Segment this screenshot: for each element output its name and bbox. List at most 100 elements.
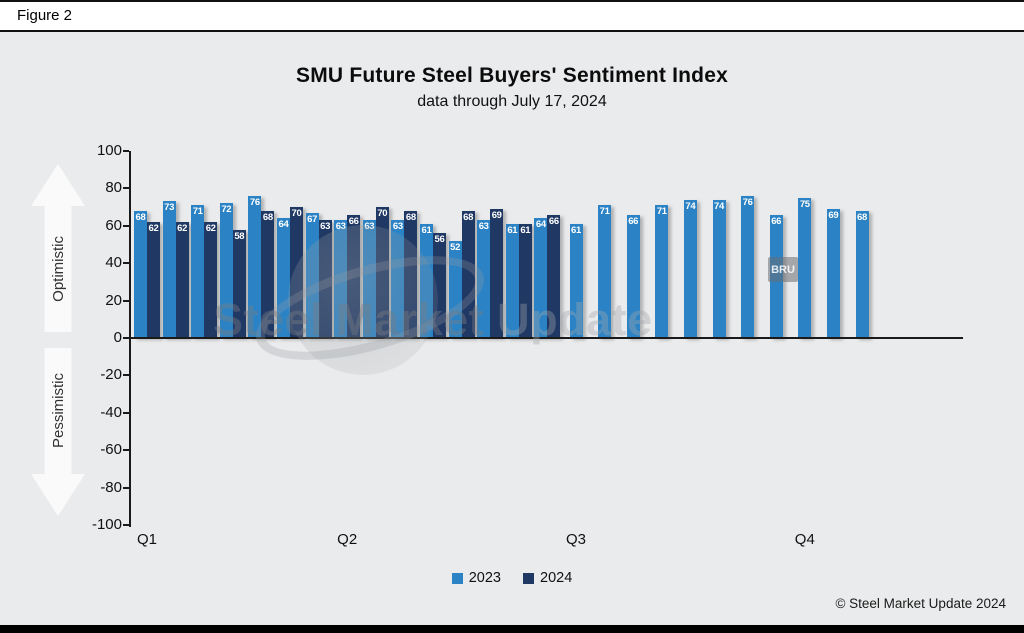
bar-2023: 74	[712, 199, 726, 338]
y-axis-tick-label: -20	[100, 366, 122, 384]
bar-2024: 66	[547, 214, 561, 338]
bar-value-label: 58	[234, 230, 245, 242]
bar-2023: 69	[826, 208, 840, 338]
bar-2023: 76	[741, 195, 755, 338]
bar-value-label: 74	[685, 200, 696, 212]
bar-2023: 52	[448, 240, 462, 338]
bar-value-label: 75	[799, 198, 810, 210]
bar-value-label: 61	[507, 224, 518, 236]
y-axis-tick-mark	[123, 224, 129, 227]
y-axis-tick-label: 80	[105, 179, 122, 197]
bar-2024: 69	[490, 208, 504, 338]
bar-value-label: 61	[421, 224, 432, 236]
bar-value-label: 63	[320, 221, 331, 233]
bar-value-label: 70	[291, 208, 302, 220]
x-axis-quarter-label: Q2	[337, 531, 358, 548]
x-axis-quarter-label: Q1	[136, 531, 157, 548]
bar-value-label: 63	[335, 221, 346, 233]
y-axis-line	[129, 151, 131, 527]
bar-2024: 61	[518, 223, 532, 338]
bar-value-label: 64	[278, 219, 289, 231]
figure-label: Figure 2	[17, 7, 73, 24]
bar-2024: 66	[347, 214, 361, 338]
bar-value-label: 64	[535, 219, 546, 231]
bar-2023: 64	[277, 218, 290, 338]
bar-value-label: 69	[491, 209, 502, 221]
x-axis-zero-line	[129, 337, 963, 339]
bar-value-label: 76	[249, 196, 260, 208]
bar-2023: 72	[219, 203, 233, 338]
bar-2024: 70	[290, 207, 303, 338]
y-axis-tick-label: -100	[91, 516, 122, 533]
bar-2023: 61	[505, 223, 519, 338]
legend: 2023 2024	[0, 570, 1024, 586]
optimistic-label: Optimistic	[49, 236, 67, 302]
bar-2024: 63	[318, 220, 332, 338]
y-axis-tick-label: 0	[113, 329, 122, 346]
y-axis-tick-label: 20	[105, 291, 122, 309]
bar-2023: 71	[191, 205, 205, 338]
bar-value-label: 63	[392, 221, 403, 233]
legend-swatch-2023	[451, 572, 463, 584]
bar-2023: 66	[626, 214, 640, 338]
bar-value-label: 74	[714, 200, 724, 212]
bar-value-label: 67	[307, 213, 318, 225]
bar-2024: 62	[175, 222, 189, 338]
bar-value-label: 69	[828, 209, 839, 221]
legend-item-2024: 2024	[523, 570, 572, 586]
bar-2023: 67	[305, 212, 319, 338]
bar-2024: 62	[147, 222, 160, 338]
bar-2024: 68	[404, 210, 418, 338]
bar-value-label: 56	[434, 234, 445, 246]
y-axis-tick-mark	[123, 262, 129, 265]
bar-2024: 56	[433, 233, 446, 338]
bar-value-label: 72	[221, 204, 232, 216]
bar-value-label: 68	[463, 211, 474, 223]
pessimistic-label: Pessimistic	[49, 373, 67, 449]
y-axis-tick-label: 40	[105, 254, 122, 272]
y-axis-tick-mark	[123, 150, 129, 152]
y-axis-tick-mark	[123, 187, 129, 190]
y-axis-tick-label: 100	[96, 142, 122, 159]
bar-value-label: 66	[548, 215, 559, 227]
y-axis-tick-mark	[123, 411, 129, 414]
bar-2023: 71	[655, 205, 669, 338]
bottom-border-bar	[0, 625, 1024, 633]
bar-value-label: 68	[857, 211, 867, 223]
bar-value-label: 73	[164, 202, 175, 214]
bar-2024: 70	[375, 207, 389, 338]
bar-2023: 74	[683, 199, 697, 338]
bar-value-label: 70	[377, 208, 388, 220]
bar-value-label: 68	[135, 211, 146, 223]
y-axis-tick-label: -40	[100, 403, 122, 421]
y-axis-tick-label: -60	[100, 441, 122, 459]
y-axis-tick-mark	[123, 524, 129, 526]
figure-header: Figure 2	[0, 0, 1024, 32]
bar-value-label: 66	[348, 215, 359, 227]
bar-2023: 66	[769, 214, 783, 338]
bar-2023: 68	[134, 210, 147, 338]
y-axis-tick-label: 60	[105, 216, 122, 234]
bar-2023: 63	[391, 220, 405, 338]
bar-2023: 73	[162, 201, 176, 338]
bar-value-label: 62	[177, 223, 188, 235]
y-axis-tick-mark	[123, 337, 129, 339]
y-axis-tick-mark	[123, 486, 129, 489]
legend-label-2023: 2023	[468, 570, 501, 586]
bar-2024: 68	[461, 210, 475, 338]
bar-2023: 75	[798, 197, 812, 338]
bar-value-label: 63	[364, 221, 375, 233]
bar-value-label: 68	[405, 211, 416, 223]
bar-value-label: 66	[771, 215, 782, 227]
bar-2023: 63	[362, 220, 376, 338]
bar-value-label: 62	[205, 223, 216, 235]
chart-subtitle: data through July 17, 2024	[417, 93, 607, 110]
y-axis-tick-label: -80	[100, 478, 122, 496]
y-axis-tick-mark	[123, 374, 129, 377]
x-axis-quarter-label: Q4	[794, 531, 815, 548]
y-axis-tick-mark	[123, 299, 129, 302]
bar-value-label: 61	[520, 224, 531, 236]
bar-2023: 61	[569, 223, 583, 338]
bar-2024: 68	[261, 210, 275, 338]
